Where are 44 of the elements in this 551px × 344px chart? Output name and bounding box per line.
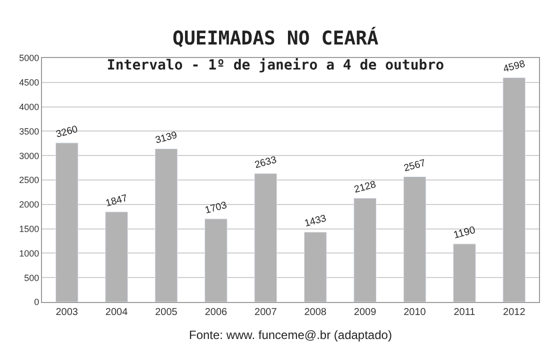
data-label: 2128 [353, 179, 378, 196]
bar [55, 142, 78, 302]
y-tick-label: 1500 [19, 224, 40, 234]
chart-title: QUEIMADAS NO CEARÁ [172, 26, 380, 50]
x-tick-label: 2008 [304, 307, 327, 318]
x-tick-label: 2005 [155, 307, 178, 318]
data-label: 1190 [452, 224, 477, 242]
data-label: 2633 [254, 154, 278, 172]
y-tick-label: 4500 [19, 78, 40, 88]
x-tick-label: 2012 [503, 307, 526, 318]
bar [154, 148, 178, 302]
x-tick-label: 2007 [254, 307, 278, 318]
bar [105, 212, 128, 302]
x-tick-label: 2003 [56, 307, 78, 318]
y-tick-label: 3500 [19, 126, 40, 136]
x-tick-label: 2004 [105, 307, 128, 318]
data-label: 4598 [502, 58, 527, 76]
data-label: 1847 [104, 192, 130, 210]
data-label: 1703 [204, 200, 229, 216]
y-tick-label: 0 [34, 297, 40, 308]
bar [304, 232, 327, 302]
chart-subtitle: Intervalo - 1º de janeiro a 4 de outubro [106, 57, 444, 74]
y-tick-label: 2500 [19, 175, 40, 186]
y-tick-label: 500 [24, 272, 40, 283]
bar [354, 198, 376, 302]
y-tick-label: 2000 [19, 200, 40, 210]
y-tick-label: 4000 [19, 102, 40, 112]
data-label: 3260 [54, 124, 80, 140]
y-tick-label: 3000 [19, 150, 40, 161]
x-tick-label: 2010 [404, 307, 426, 318]
source-note: Fonte: www. funceme@.br (adaptado) [189, 328, 392, 342]
y-tick-label: 1000 [19, 248, 40, 258]
data-label: 2567 [402, 158, 428, 174]
bar [403, 176, 426, 302]
x-tick-label: 2006 [204, 307, 228, 318]
data-label: 3139 [154, 130, 179, 146]
data-label: 1433 [303, 213, 328, 230]
y-tick-label: 5000 [19, 53, 40, 64]
bar [254, 173, 278, 302]
bar [453, 244, 476, 302]
x-tick-label: 2011 [454, 307, 476, 318]
bar [502, 77, 526, 302]
bar [204, 218, 228, 302]
x-tick-label: 2009 [354, 307, 377, 318]
